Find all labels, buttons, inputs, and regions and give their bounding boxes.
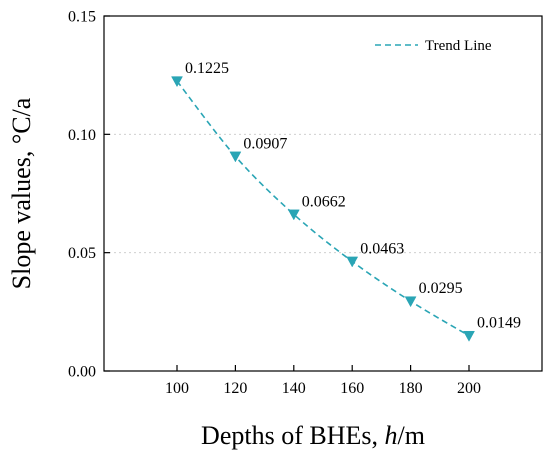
data-point-4 — [404, 296, 417, 308]
x-axis-title-prefix: Depths of BHEs, — [201, 421, 384, 450]
data-label-1: 0.0907 — [243, 135, 287, 152]
x-tick-label-2: 140 — [282, 380, 306, 397]
x-tick-label-3: 160 — [340, 380, 364, 397]
x-axis-title: Depths of BHEs, h/m — [201, 421, 425, 450]
data-point-0 — [171, 76, 183, 88]
data-label-0: 0.1225 — [185, 60, 229, 77]
x-tick-label-1: 120 — [223, 380, 247, 397]
y-axis-title: Slope values, °C/a — [7, 97, 36, 289]
x-axis-title-variable: h — [384, 421, 397, 450]
legend-label-trend-line: Trend Line — [425, 38, 492, 54]
y-tick-label-0: 0.00 — [68, 364, 96, 381]
legend: Trend Line — [375, 38, 492, 54]
trend-line-path — [176, 80, 470, 337]
x-tick-label-0: 100 — [165, 380, 189, 397]
axis-ticks: 0.00 0.05 0.10 0.15 100 120 140 160 180 200 — [68, 9, 481, 398]
y-tick-label-1: 0.05 — [68, 245, 96, 262]
data-point-3 — [346, 256, 359, 268]
data-point-5 — [463, 330, 475, 342]
data-point-2 — [287, 209, 300, 221]
plot-frame — [103, 15, 543, 372]
x-axis-title-unit: /m — [397, 421, 424, 450]
data-label-5: 0.0149 — [477, 315, 521, 332]
data-point-1 — [229, 151, 242, 163]
y-tick-label-2: 0.10 — [68, 127, 96, 144]
data-label-4: 0.0295 — [419, 280, 463, 297]
x-tick-label-5: 200 — [457, 380, 481, 397]
data-label-3: 0.0463 — [360, 240, 404, 257]
y-tick-label-3: 0.15 — [68, 9, 96, 26]
gridlines — [104, 133, 542, 254]
x-tick-label-4: 180 — [399, 380, 423, 397]
series-trend-line: 0.1225 0.0907 0.0662 0.0463 0.0295 0.0149 — [171, 60, 521, 342]
data-label-2: 0.0662 — [302, 193, 346, 210]
